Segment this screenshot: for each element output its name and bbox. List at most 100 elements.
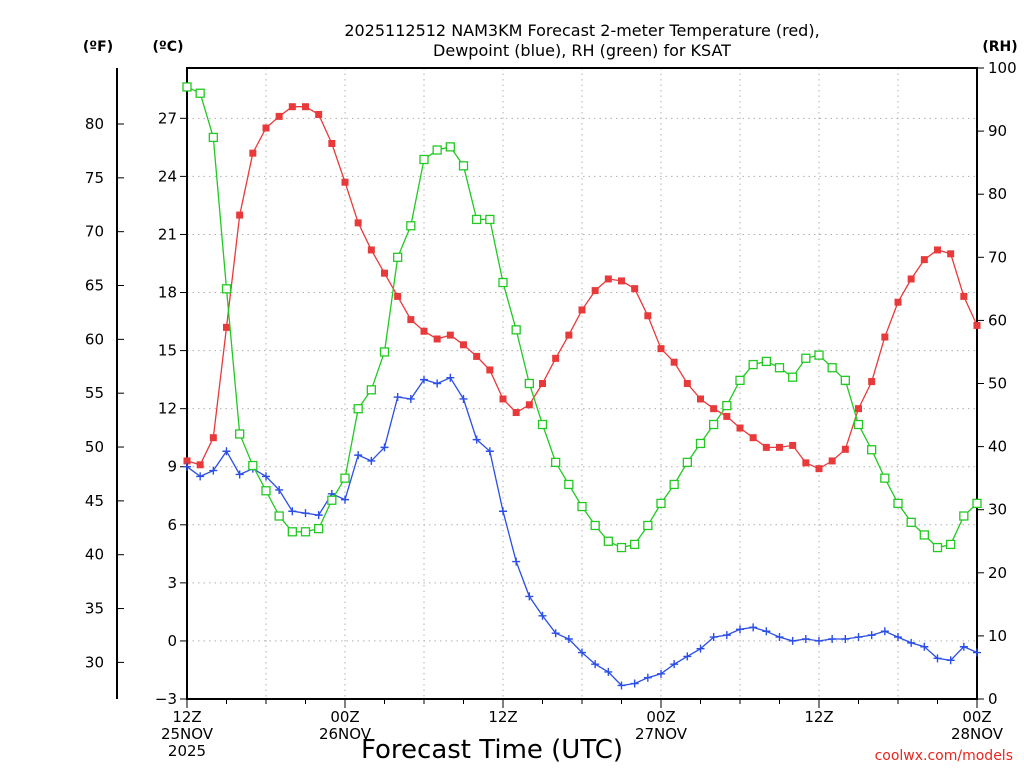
temperature-point bbox=[486, 366, 494, 374]
rh-point bbox=[235, 429, 245, 439]
temperature-point bbox=[920, 256, 928, 264]
temperature-point bbox=[236, 211, 244, 219]
temperature-point bbox=[433, 335, 441, 343]
dewpoint-point bbox=[420, 375, 428, 384]
rh-point bbox=[393, 252, 403, 262]
temperature-point bbox=[328, 139, 336, 147]
dewpoint-point bbox=[472, 435, 481, 444]
x-tick-label: 27NOV bbox=[635, 725, 688, 743]
dewpoint-point bbox=[788, 636, 797, 645]
rh-point bbox=[537, 419, 548, 430]
dewpoint-point bbox=[933, 654, 942, 663]
rh-point bbox=[485, 214, 495, 225]
rh-point bbox=[682, 457, 692, 468]
rh-point bbox=[498, 277, 508, 288]
temperature-point bbox=[512, 409, 520, 417]
chart-title-line-1: 2025112512 NAM3KM Forecast 2-meter Tempe… bbox=[344, 21, 819, 40]
fahrenheit-tick-label: 45 bbox=[85, 492, 104, 510]
rh-tick-label: 30 bbox=[988, 501, 1007, 519]
rh-point bbox=[314, 523, 324, 534]
dewpoint-point bbox=[512, 557, 521, 566]
temperature-point bbox=[354, 219, 362, 227]
fahrenheit-tick-label: 60 bbox=[85, 330, 104, 348]
dewpoint-point bbox=[301, 509, 310, 518]
rh-point bbox=[840, 375, 850, 385]
rh-point bbox=[379, 347, 390, 357]
rh-point bbox=[959, 511, 969, 521]
rh-point bbox=[195, 88, 205, 98]
rh-point bbox=[603, 536, 613, 546]
dewpoint-point bbox=[815, 636, 823, 645]
rh-point bbox=[827, 363, 837, 373]
temperature-point bbox=[841, 445, 849, 453]
temperature-point bbox=[762, 443, 770, 451]
dewpoint-point bbox=[538, 611, 547, 620]
dewpoint-point bbox=[722, 631, 731, 640]
rh-tick-label: 10 bbox=[988, 627, 1007, 645]
temperature-point bbox=[288, 103, 296, 111]
rh-point bbox=[932, 542, 943, 553]
x-tick-label: 00Z bbox=[962, 708, 991, 726]
temperature-point bbox=[670, 358, 678, 366]
temperature-point bbox=[539, 380, 546, 387]
rh-point bbox=[458, 161, 469, 171]
rh-point bbox=[748, 359, 758, 370]
celsius-tick-label: 18 bbox=[158, 284, 177, 302]
dewpoint-point bbox=[459, 394, 468, 403]
rh-point bbox=[801, 353, 811, 363]
dewpoint-point bbox=[433, 379, 442, 388]
temperature-point bbox=[407, 316, 415, 324]
rh-point bbox=[814, 350, 824, 360]
fahrenheit-tick-label: 30 bbox=[85, 653, 104, 671]
rh-point bbox=[564, 479, 574, 490]
dewpoint-point bbox=[854, 633, 863, 642]
dewpoint-point bbox=[288, 507, 297, 516]
rh-point bbox=[287, 527, 297, 537]
fahrenheit-tick-label: 55 bbox=[85, 384, 104, 402]
fahrenheit-tick-label: 35 bbox=[85, 600, 104, 618]
dewpoint-point bbox=[446, 373, 455, 382]
rh-point bbox=[669, 479, 679, 490]
rh-point bbox=[788, 372, 798, 382]
temperature-point bbox=[973, 321, 981, 329]
dewpoint-point bbox=[907, 638, 916, 647]
x-tick-label: 12Z bbox=[172, 708, 201, 726]
dewpoint-point bbox=[683, 652, 692, 661]
x-tick-label: 28NOV bbox=[951, 725, 1004, 743]
dewpoint-point bbox=[670, 660, 679, 669]
temperature-point bbox=[802, 459, 810, 467]
dewpoint-point bbox=[630, 679, 639, 688]
fahrenheit-tick-label: 40 bbox=[85, 546, 104, 564]
rh-point bbox=[761, 356, 771, 367]
dewpoint-point bbox=[643, 673, 652, 682]
temperature-point bbox=[749, 434, 757, 442]
rh-point bbox=[353, 404, 363, 414]
rh-point bbox=[616, 542, 627, 553]
dewpoint-point bbox=[973, 648, 981, 657]
temperature-point bbox=[894, 298, 902, 306]
temperature-point bbox=[209, 434, 217, 442]
dewpoint-point bbox=[801, 634, 810, 643]
temperature-point bbox=[657, 345, 665, 353]
temperature-point bbox=[420, 327, 428, 335]
dewpoint-point bbox=[657, 669, 665, 678]
celsius-tick-label: 27 bbox=[158, 109, 177, 127]
dewpoint-point bbox=[209, 466, 218, 475]
dewpoint-point bbox=[894, 633, 902, 642]
temperature-point bbox=[262, 124, 270, 132]
rh-point bbox=[695, 438, 706, 449]
rh-point bbox=[643, 520, 653, 531]
temperature-point bbox=[710, 405, 718, 413]
dewpoint-point bbox=[709, 633, 718, 642]
rh-tick-label: 0 bbox=[988, 690, 998, 708]
temperature-point bbox=[565, 331, 573, 339]
rh-point bbox=[722, 400, 732, 411]
rh-point bbox=[340, 473, 350, 483]
rh-tick-label: 20 bbox=[988, 564, 1007, 582]
temperature-point bbox=[828, 457, 836, 465]
rh-point bbox=[919, 530, 929, 540]
dewpoint-point bbox=[828, 634, 837, 643]
rh-point bbox=[445, 142, 455, 152]
rh-tick-label: 40 bbox=[988, 438, 1007, 456]
axes: −3 0 3 6 9 12 15 18 21 24 27 30 35 40 45 50 55 60 65 70 75 80… bbox=[85, 59, 1017, 760]
